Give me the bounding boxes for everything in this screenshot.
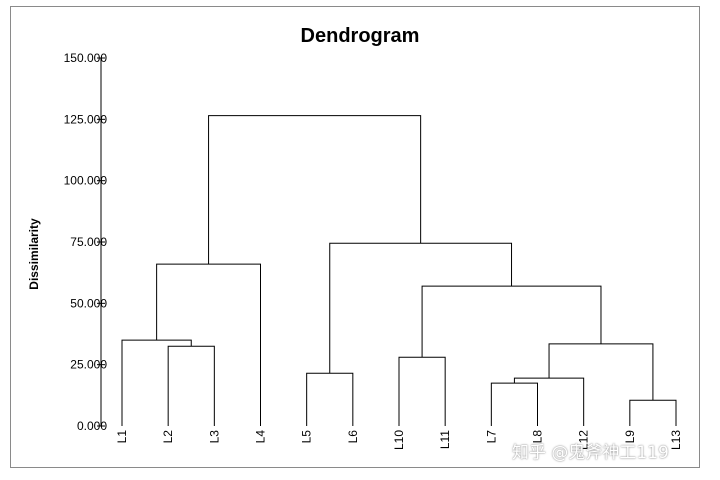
- y-tick-label: 125.000: [64, 112, 108, 126]
- leaf-label: L7: [484, 430, 498, 444]
- leaf-label: L2: [161, 430, 175, 444]
- y-tick-label: 0.000: [77, 419, 107, 433]
- merge-link-F: [490, 382, 538, 426]
- leaf-label: L6: [346, 430, 360, 444]
- merge-link-L: [208, 115, 422, 265]
- merge-link-E: [398, 356, 446, 426]
- dendrogram-tree: [121, 115, 677, 426]
- leaf-label: L12: [577, 430, 591, 450]
- watermark-text: 知乎 @鬼斧神工119: [512, 443, 669, 463]
- chart-title: Dendrogram: [300, 25, 420, 47]
- merge-link-I: [548, 343, 654, 401]
- merge-link-G: [513, 377, 585, 426]
- leaf-label: L11: [438, 430, 452, 449]
- y-axis: 0.000 25.000 50.000 75.000 100.000 125.000 150…: [64, 51, 108, 433]
- y-tick-label: 100.000: [64, 174, 108, 188]
- merge-link-C: [156, 263, 261, 426]
- merge-link-A: [167, 345, 215, 426]
- leaf-label: L13: [669, 430, 683, 450]
- chart-frame: [10, 6, 700, 468]
- leaf-label: L3: [207, 430, 221, 444]
- merge-link-D: [306, 372, 354, 426]
- y-tick-label: 50.000: [70, 296, 107, 310]
- leaf-label: L4: [254, 430, 268, 444]
- leaf-label: L10: [392, 430, 406, 450]
- merge-link-K: [329, 242, 513, 374]
- merge-link-H: [629, 399, 677, 426]
- leaf-label: L1: [115, 430, 129, 444]
- y-tick-label: 25.000: [70, 358, 107, 372]
- y-tick-label: 75.000: [70, 235, 107, 249]
- leaf-label: L8: [531, 430, 545, 444]
- leaf-label: L9: [623, 430, 637, 444]
- merge-link-J: [421, 285, 602, 358]
- leaf-labels: L1 L2 L3 L4 L5 L6 L10 L11 L7 L8 L12 L9 L13: [115, 430, 683, 450]
- leaf-label: L5: [300, 430, 314, 444]
- y-tick-label: 150.000: [64, 51, 108, 65]
- merge-link-B: [121, 339, 192, 426]
